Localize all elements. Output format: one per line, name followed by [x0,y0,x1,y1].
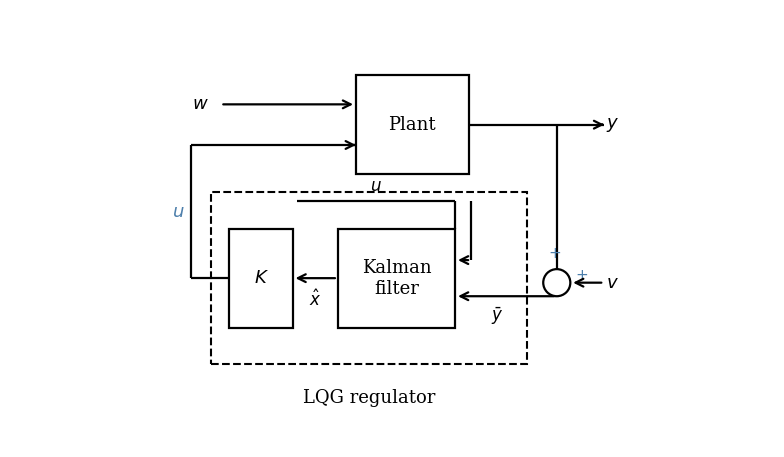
Text: $u$: $u$ [172,202,184,221]
Bar [230,228,292,328]
Text: LQG regulator: LQG regulator [303,389,436,407]
Bar [212,192,528,364]
Text: $\hat{x}$: $\hat{x}$ [309,289,321,310]
Bar [356,75,469,174]
Text: Kalman
filter: Kalman filter [361,259,431,298]
Text: Plant: Plant [389,116,436,133]
Bar [338,228,456,328]
Text: +: + [548,246,561,261]
Text: $\bar{y}$: $\bar{y}$ [491,305,503,327]
Text: $K$: $K$ [253,269,269,287]
Text: $v$: $v$ [607,274,619,292]
Text: $u$: $u$ [370,178,382,195]
Text: $y$: $y$ [607,116,619,133]
Text: $w$: $w$ [192,96,209,113]
Text: +: + [575,268,589,283]
